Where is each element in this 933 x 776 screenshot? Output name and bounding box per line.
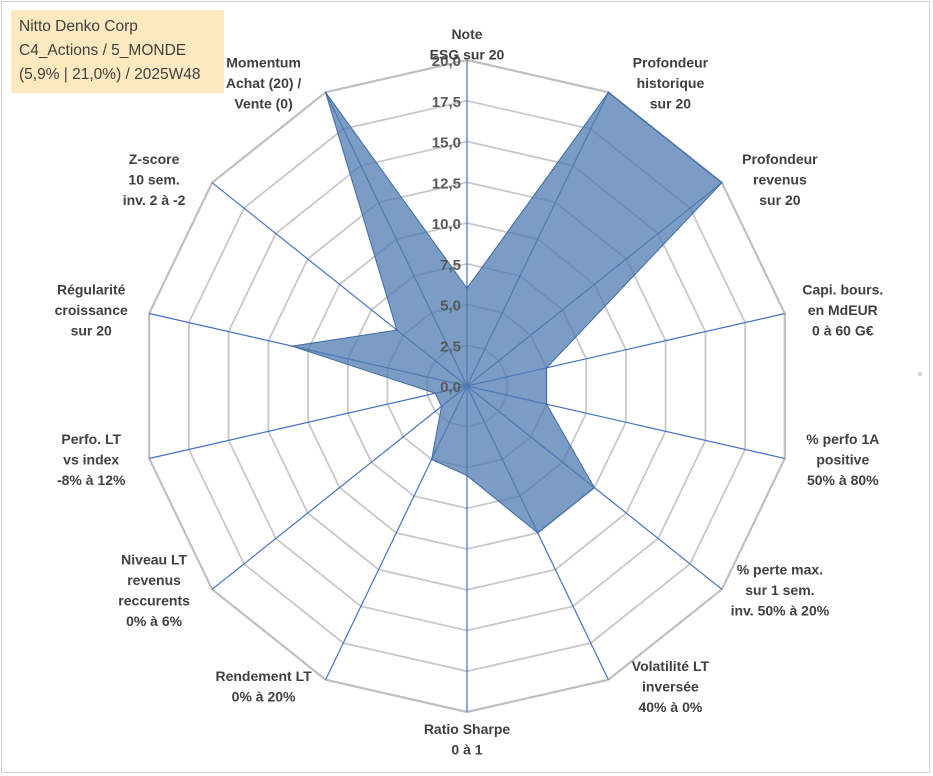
data-point [466,474,468,477]
data-point [324,91,327,94]
category-label: Capi. bours. en MdEUR 0 à 60 G€ [802,282,883,339]
category-label: Momentum Achat (20) / Vente (0) [226,55,302,112]
category-label-line: Achat (20) / [226,75,302,91]
category-label-line: 40% à 0% [638,699,702,715]
category-label-line: 0% à 6% [126,613,183,629]
category-label: % perfo 1A positive 50% à 80% [806,431,879,488]
data-point [721,181,723,184]
tick-label: 12,5 [432,175,461,192]
category-label: Rendement LT 0% à 20% [215,668,312,705]
axis-spoke [211,385,468,590]
radar-category-labels: Note ESG sur 20 Profondeur historique sur 20… [55,26,884,758]
category-label-line: sur 20 [71,323,112,339]
tick-label: 2,5 [440,338,461,355]
category-label-line: 0 à 1 [451,742,482,758]
data-point [396,329,398,331]
category-label-line: Rendement LT [215,668,312,684]
category-label-line: en MdEUR [808,302,878,318]
category-label-line: % perfo 1A [806,431,879,447]
data-point [593,486,596,489]
title-company: Nitto Denko Corp [19,18,138,35]
category-label: Profondeur historique sur 20 [633,55,709,112]
category-label-line: croissance [55,302,128,318]
tick-label: 10,0 [432,216,461,233]
radar-tick-labels: 0,0 2,5 5,0 7,5 10,0 12,5 15,0 17,5 20,0 [432,53,461,396]
category-label-line: vs index [63,451,119,467]
scroll-marker [918,372,922,376]
category-label: Note ESG sur 20 [430,26,505,63]
category-label-line: % perte max. [737,562,823,578]
data-point [536,532,539,534]
category-label-line: Régularité [57,282,126,298]
category-label-line: Capi. bours. [802,282,883,298]
category-label-line: Momentum [226,55,301,71]
tick-label: 5,0 [440,298,461,315]
category-label-line: 0 à 60 G€ [812,323,874,339]
category-label-line: Z-score [129,151,180,167]
category-label-line: revenus [127,572,181,588]
title-box: Nitto Denko Corp C4_Actions / 5_MONDE (5… [11,10,224,93]
title-stats: (5,9% | 21,0%) / 2025W48 [19,66,201,83]
category-label: Volatilité LT inversée 40% à 0% [632,658,710,715]
category-label-line: Volatilité LT [632,658,710,674]
tick-label: 20,0 [432,53,461,70]
tick-label: 0,0 [440,379,461,396]
category-label-line: inv. 2 à -2 [123,192,186,208]
category-label-line: 10 sem. [128,172,179,188]
axis-spoke [149,385,468,460]
radar-series [291,91,723,534]
category-label-line: 0% à 20% [232,689,296,705]
tick-label: 15,0 [432,135,461,152]
category-label: Z-score 10 sem. inv. 2 à -2 [123,151,186,208]
category-label-line: Profondeur [742,151,818,167]
category-label-line: reccurents [118,592,190,608]
category-label-line: revenus [753,172,807,188]
category-label-line: positive [816,451,869,467]
data-point [545,403,548,405]
tick-label: 7,5 [440,257,461,274]
category-label-line: -8% à 12% [57,472,126,488]
category-label-line: sur 20 [759,192,800,208]
data-point [440,405,443,408]
series-area [292,91,723,534]
category-label: % perte max. sur 1 sem. inv. 50% à 20% [731,562,830,619]
category-label-line: ESG sur 20 [430,47,505,63]
category-label-line: sur 1 sem. [745,582,814,598]
data-point [545,367,548,369]
data-point [607,91,610,94]
category-label-line: 50% à 80% [807,472,879,488]
category-label: Perfo. LT vs index -8% à 12% [57,431,126,488]
data-point [434,392,437,395]
category-label-line: Profondeur [633,55,709,71]
category-label-line: Perfo. LT [61,431,121,447]
category-label-line: sur 20 [650,96,691,112]
category-label-line: Vente (0) [234,96,292,112]
title-portfolio: C4_Actions / 5_MONDE [19,42,187,59]
tick-label: 17,5 [432,94,461,111]
category-label: Profondeur revenus sur 20 [742,151,818,208]
category-label-line: historique [637,75,705,91]
data-point [466,287,468,290]
category-label-line: Note [451,26,482,42]
category-label-line: inv. 50% à 20% [731,603,830,619]
category-label: Ratio Sharpe 0 à 1 [424,721,511,758]
category-label-line: Niveau LT [121,551,187,567]
data-point [291,345,294,347]
category-label-line: inversée [642,679,699,695]
category-label: Niveau LT revenus reccurents 0% à 6% [118,551,190,629]
data-point [430,458,433,461]
category-label-line: Ratio Sharpe [424,721,511,737]
category-label: Régularité croissance sur 20 [55,282,128,339]
